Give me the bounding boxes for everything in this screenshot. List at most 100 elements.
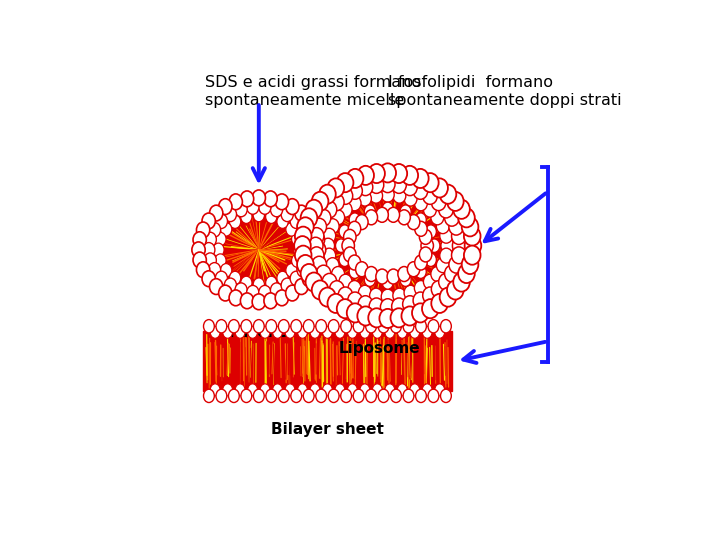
Ellipse shape <box>323 248 336 263</box>
Ellipse shape <box>328 178 344 198</box>
Ellipse shape <box>348 292 362 309</box>
Ellipse shape <box>240 276 252 289</box>
Ellipse shape <box>332 267 345 281</box>
Ellipse shape <box>286 264 297 277</box>
Ellipse shape <box>378 320 389 333</box>
Ellipse shape <box>402 296 418 313</box>
Ellipse shape <box>400 205 411 218</box>
Ellipse shape <box>419 230 432 245</box>
Ellipse shape <box>230 215 240 228</box>
Ellipse shape <box>404 191 417 206</box>
Ellipse shape <box>322 238 335 253</box>
Ellipse shape <box>338 187 353 204</box>
Ellipse shape <box>423 202 436 217</box>
Ellipse shape <box>228 320 239 333</box>
Ellipse shape <box>210 205 222 221</box>
Ellipse shape <box>341 320 351 333</box>
Ellipse shape <box>423 326 432 338</box>
Ellipse shape <box>397 326 407 338</box>
Ellipse shape <box>380 299 395 315</box>
Ellipse shape <box>328 294 344 313</box>
Ellipse shape <box>412 303 428 322</box>
Ellipse shape <box>440 288 456 307</box>
Ellipse shape <box>193 232 207 248</box>
Ellipse shape <box>297 217 314 237</box>
Ellipse shape <box>323 326 333 338</box>
Ellipse shape <box>302 213 315 229</box>
Ellipse shape <box>335 384 345 396</box>
Ellipse shape <box>440 228 453 243</box>
Ellipse shape <box>277 271 288 285</box>
Ellipse shape <box>360 326 369 338</box>
Ellipse shape <box>348 281 361 295</box>
Ellipse shape <box>235 283 247 298</box>
Ellipse shape <box>428 389 439 402</box>
Ellipse shape <box>343 247 356 262</box>
Ellipse shape <box>408 262 420 276</box>
Ellipse shape <box>391 320 402 333</box>
Ellipse shape <box>271 202 283 217</box>
Ellipse shape <box>328 320 339 333</box>
Ellipse shape <box>215 254 226 267</box>
Ellipse shape <box>423 384 432 396</box>
Ellipse shape <box>453 200 470 219</box>
Ellipse shape <box>303 389 314 402</box>
Ellipse shape <box>271 283 283 298</box>
Ellipse shape <box>415 389 426 402</box>
Ellipse shape <box>441 320 451 333</box>
Ellipse shape <box>415 320 426 333</box>
Ellipse shape <box>197 262 210 278</box>
Ellipse shape <box>337 299 354 318</box>
Ellipse shape <box>328 389 339 402</box>
Ellipse shape <box>344 211 431 280</box>
Ellipse shape <box>441 238 454 253</box>
Ellipse shape <box>308 237 323 254</box>
Ellipse shape <box>216 389 227 402</box>
Ellipse shape <box>357 166 374 185</box>
Ellipse shape <box>390 308 407 327</box>
Ellipse shape <box>415 265 426 279</box>
Ellipse shape <box>264 293 277 309</box>
Ellipse shape <box>319 185 336 204</box>
Ellipse shape <box>302 242 315 257</box>
Ellipse shape <box>312 256 327 273</box>
Ellipse shape <box>402 166 418 185</box>
Ellipse shape <box>294 279 308 294</box>
Ellipse shape <box>464 236 481 255</box>
Ellipse shape <box>235 202 247 217</box>
Ellipse shape <box>275 290 289 306</box>
Ellipse shape <box>312 192 328 211</box>
Ellipse shape <box>436 219 449 234</box>
Ellipse shape <box>402 179 418 195</box>
Ellipse shape <box>382 276 393 289</box>
Ellipse shape <box>253 320 264 333</box>
Ellipse shape <box>449 256 464 273</box>
Ellipse shape <box>379 163 396 183</box>
Ellipse shape <box>464 227 480 246</box>
Ellipse shape <box>400 273 411 286</box>
Ellipse shape <box>240 210 252 224</box>
Ellipse shape <box>295 227 312 246</box>
Ellipse shape <box>451 228 466 245</box>
Ellipse shape <box>215 232 226 246</box>
Ellipse shape <box>311 232 325 248</box>
Ellipse shape <box>213 243 224 256</box>
Ellipse shape <box>248 326 258 338</box>
Ellipse shape <box>385 384 395 396</box>
Ellipse shape <box>444 265 459 282</box>
Ellipse shape <box>348 384 357 396</box>
Ellipse shape <box>426 253 436 267</box>
Ellipse shape <box>258 285 271 300</box>
Ellipse shape <box>462 255 478 274</box>
Ellipse shape <box>295 246 312 265</box>
Ellipse shape <box>316 265 331 282</box>
Ellipse shape <box>335 326 345 338</box>
Ellipse shape <box>210 279 222 294</box>
Ellipse shape <box>332 210 345 225</box>
Ellipse shape <box>279 320 289 333</box>
Ellipse shape <box>260 326 270 338</box>
Ellipse shape <box>440 248 453 263</box>
Ellipse shape <box>415 221 427 237</box>
Ellipse shape <box>220 222 232 236</box>
Ellipse shape <box>229 290 243 306</box>
